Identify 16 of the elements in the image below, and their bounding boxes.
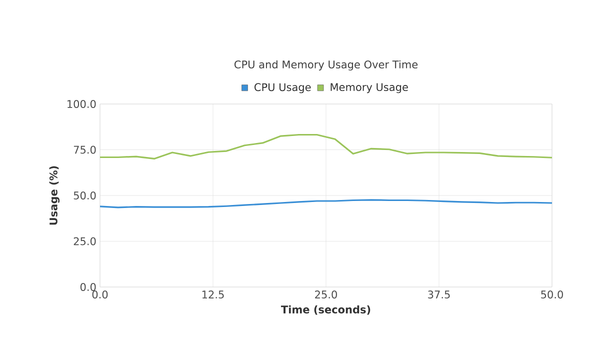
y-tick-label: 25.0 <box>74 237 96 246</box>
y-tick-label: 0.0 <box>80 283 96 291</box>
line-series <box>100 134 552 160</box>
x-tick-label: 12.5 <box>202 290 224 298</box>
x-tick-label: 25.0 <box>315 290 337 298</box>
y-tick-label: 75.0 <box>74 146 96 154</box>
chart-title: CPU and Memory Usage Over Time <box>234 60 418 70</box>
x-axis-title: Time (seconds) <box>280 305 370 315</box>
y-axis-title: Usage (%) <box>49 166 60 225</box>
y-tick-label: 100.0 <box>68 100 96 108</box>
y-tick-label: 50.0 <box>74 192 96 200</box>
x-tick-label: 0.0 <box>92 290 108 298</box>
x-tick-label: 37.5 <box>428 290 450 298</box>
legend-label: CPU Usage <box>254 83 311 94</box>
x-tick-label: 50.0 <box>541 290 563 298</box>
legend-label: Memory Usage <box>330 83 408 94</box>
